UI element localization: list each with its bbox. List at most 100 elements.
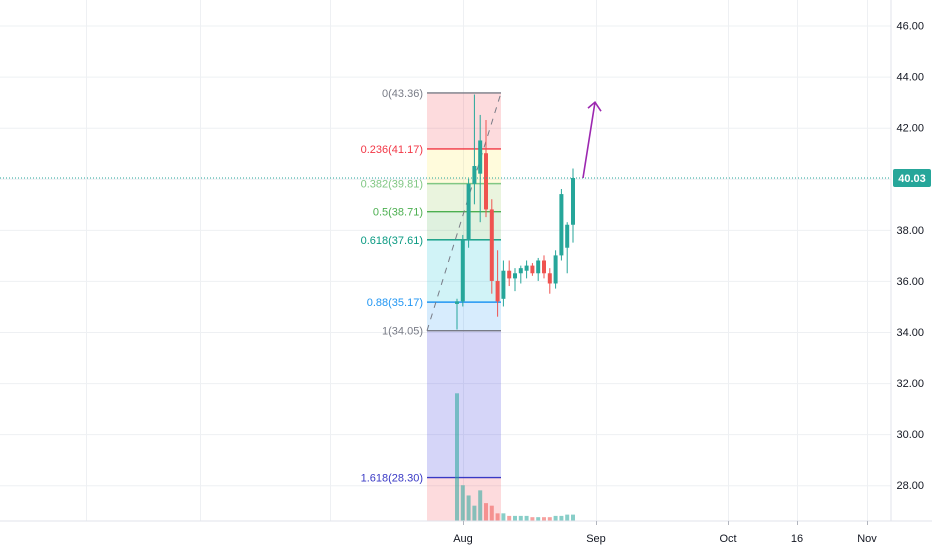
candle-body: [518, 268, 523, 274]
price-tick-label: 42.00: [896, 123, 924, 135]
fib-zone: [427, 148, 501, 184]
last-price-tag: 40.03: [893, 169, 931, 188]
time-tick-label: Sep: [586, 533, 606, 545]
candle-body: [455, 301, 459, 304]
fib-level-label: 0.236(41.17): [361, 144, 423, 156]
volume-bar: [547, 517, 552, 521]
candle-body: [565, 224, 570, 248]
price-tick-label: 38.00: [896, 225, 924, 237]
candle-body: [460, 240, 465, 302]
candle: [571, 168, 575, 243]
candle-body: [495, 280, 500, 302]
candle: [460, 234, 465, 307]
volume-bar: [513, 515, 517, 521]
volume-bars: [455, 393, 575, 521]
volume-bar: [536, 517, 541, 521]
volume-bar: [559, 515, 564, 521]
price-axis[interactable]: 46.0044.0042.0040.0038.0036.0034.0032.00…: [896, 21, 924, 493]
candle: [501, 260, 506, 307]
price-tick-label: 36.00: [896, 276, 924, 288]
candle-body: [501, 270, 506, 299]
volume-bar: [466, 495, 471, 521]
fib-level-label: 1(34.05): [382, 326, 423, 338]
candle: [565, 222, 570, 274]
fib-trend-line[interactable]: [426, 92, 502, 331]
candle-body: [507, 270, 512, 279]
last-price-label: 40.03: [898, 173, 926, 185]
arrow-head[interactable]: [587, 100, 602, 112]
volume-bar: [489, 505, 494, 521]
volume-bar: [460, 485, 465, 521]
arrow-shaft[interactable]: [582, 102, 596, 179]
volume-bar: [501, 513, 506, 521]
candle: [536, 257, 541, 281]
candle: [524, 260, 529, 279]
candle: [559, 188, 564, 261]
volume-bar: [530, 517, 535, 521]
fib-level-label: 0.618(37.61): [361, 235, 423, 247]
time-tick-label: Nov: [857, 533, 877, 545]
fib-zone: [427, 92, 501, 149]
price-tick-label: 44.00: [896, 72, 924, 84]
volume-bar: [518, 515, 523, 521]
volume-bar: [524, 515, 529, 521]
candle: [472, 94, 477, 205]
candle: [507, 260, 512, 287]
candle: [513, 268, 517, 292]
candle: [542, 255, 546, 279]
candle-body: [536, 260, 541, 274]
candle: [518, 265, 523, 284]
volume-bar: [495, 513, 500, 521]
candle: [547, 268, 552, 294]
volume-bar: [542, 517, 546, 521]
candle-body: [547, 273, 552, 284]
price-tick-label: 46.00: [896, 21, 924, 33]
volume-bar: [455, 393, 459, 521]
volume-bar: [507, 515, 512, 521]
fib-level-label: 1.618(28.30): [361, 473, 423, 485]
trend-arrow-annotation[interactable]: [582, 100, 602, 179]
last-price-tag-bg: [893, 169, 931, 188]
candle: [530, 263, 535, 276]
candle-body: [478, 140, 483, 174]
candle-body: [530, 265, 535, 274]
volume-bar: [553, 515, 558, 521]
fib-zone: [427, 302, 501, 331]
volume-bar: [472, 505, 477, 521]
candle-body: [553, 255, 558, 284]
fib-zone: [427, 211, 501, 240]
price-tick-label: 32.00: [896, 378, 924, 390]
time-tick-label: Aug: [453, 533, 473, 545]
fib-level-label: 0.382(39.81): [361, 179, 423, 191]
volume-bar: [478, 490, 483, 521]
volume-bar: [565, 514, 570, 521]
time-tick-label: Oct: [719, 533, 736, 545]
fib-level-label: 0(43.36): [382, 88, 423, 100]
candle-body: [542, 260, 546, 274]
candle: [478, 114, 483, 223]
candle: [489, 199, 494, 294]
price-tick-label: 28.00: [896, 480, 924, 492]
candle-body: [472, 166, 477, 184]
fib-zone-extension: [427, 330, 501, 478]
candle-body: [489, 209, 494, 281]
fib-zone: [427, 183, 501, 212]
candle-body: [524, 265, 529, 271]
candle-body: [484, 153, 488, 210]
candle-body: [571, 178, 575, 225]
candle: [455, 298, 459, 330]
time-axis[interactable]: Aug Sep Oct 16 Nov: [453, 521, 877, 545]
candle: [466, 178, 471, 248]
volume-bar: [484, 503, 488, 521]
candle: [495, 250, 500, 317]
candle: [484, 120, 488, 218]
candle-body: [513, 273, 517, 279]
price-tick-label: 30.00: [896, 429, 924, 441]
candle: [553, 250, 558, 289]
last-price-marker: 40.03: [893, 169, 931, 188]
volume-bar: [571, 514, 575, 521]
fib-level-label: 0.5(38.71): [373, 207, 423, 219]
fib-level-label: 0.88(35.17): [367, 297, 423, 309]
candle-body: [559, 194, 564, 256]
